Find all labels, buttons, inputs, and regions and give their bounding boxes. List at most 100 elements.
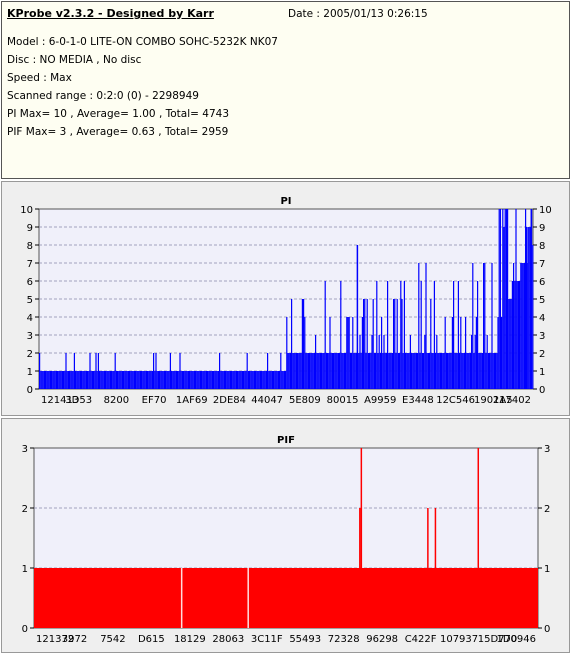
pi-bar: [106, 371, 108, 389]
pi-bar: [333, 353, 335, 389]
pi-bar: [490, 353, 492, 389]
pi-bar: [295, 353, 297, 389]
pi-bar: [395, 353, 397, 389]
pi-bar: [165, 371, 167, 389]
pi-bar: [87, 371, 89, 389]
pi-bar: [153, 353, 155, 389]
pi-bar: [467, 353, 469, 389]
pi-bar: [238, 371, 240, 389]
pi-bar: [438, 353, 440, 389]
scan-info-panel: KProbe v2.3.2 - Designed by Karr Date : …: [1, 1, 570, 179]
pi-bar: [370, 353, 372, 389]
pi-bar: [204, 371, 206, 389]
pi-bar: [267, 353, 269, 389]
pi-bar: [474, 335, 476, 389]
pif-base-bar: [34, 568, 538, 628]
x-tick-label: 28063: [212, 634, 244, 645]
pi-bar: [493, 353, 495, 389]
pi-bar: [369, 353, 371, 389]
pi-bar: [90, 371, 92, 389]
x-tick-label: 3C11F: [251, 634, 283, 645]
pi-bar: [381, 317, 383, 389]
pi-bar: [406, 353, 408, 389]
pi-bar: [377, 353, 379, 389]
pi-bar: [154, 371, 156, 389]
pi-bar: [113, 371, 115, 389]
pi-bar: [129, 371, 131, 389]
pi-bar: [213, 371, 215, 389]
pi-bar: [401, 299, 403, 389]
x-tick-label: C422F: [405, 634, 437, 645]
y-tick-label-left: 3: [22, 444, 28, 455]
scanned-range-line: Scanned range : 0:2:0 (0) - 2298949: [7, 90, 199, 102]
pi-bar: [95, 353, 97, 389]
pi-bar: [447, 353, 449, 389]
pi-bar: [292, 353, 294, 389]
pi-bar: [210, 371, 212, 389]
pi-bar: [340, 281, 342, 389]
pi-bar: [177, 371, 179, 389]
pi-bar: [521, 263, 523, 389]
pi-bar: [408, 353, 410, 389]
pi-bar: [325, 353, 327, 389]
pi-bar: [450, 353, 452, 389]
pi-bar: [257, 371, 259, 389]
y-tick-label-right: 3: [544, 444, 550, 455]
pi-bar: [216, 371, 218, 389]
pi-bar: [271, 371, 273, 389]
pi-bar: [354, 353, 356, 389]
pi-bar: [144, 371, 146, 389]
pi-bar: [516, 281, 518, 389]
pi-bar: [414, 353, 416, 389]
pif-summary-line: PIF Max= 3 , Average= 0.63 , Total= 2959: [7, 126, 229, 138]
pi-bar: [245, 371, 247, 389]
pi-bar: [348, 317, 350, 389]
pi-bar: [429, 353, 431, 389]
pi-bar: [114, 353, 116, 389]
pi-bar: [475, 317, 477, 389]
pi-bar: [193, 371, 195, 389]
pi-bar: [281, 371, 283, 389]
pi-bar: [127, 371, 129, 389]
pi-bar: [323, 353, 325, 389]
y-tick-label-left: 10: [20, 205, 33, 216]
y-tick-label-left: 4: [27, 313, 33, 324]
pi-bar: [433, 281, 435, 389]
pi-bar: [96, 371, 98, 389]
pi-bar: [468, 353, 470, 389]
y-tick-label-right: 3: [539, 331, 545, 342]
y-tick-label-right: 2: [544, 504, 550, 515]
pi-bar: [239, 371, 241, 389]
pi-bar: [489, 353, 491, 389]
pi-bar: [387, 281, 389, 389]
pi-bar: [222, 371, 224, 389]
pi-bar: [234, 371, 236, 389]
pi-bar: [189, 371, 191, 389]
pi-bar: [83, 371, 85, 389]
pi-bar: [155, 353, 157, 389]
pi-bar: [388, 353, 390, 389]
pi-bar: [55, 371, 57, 389]
pi-bar: [159, 371, 161, 389]
pi-bar: [187, 371, 189, 389]
chart-title: PI: [280, 196, 291, 207]
pi-bar: [439, 353, 441, 389]
pi-bar: [407, 353, 409, 389]
pi-bar: [130, 371, 132, 389]
y-tick-label-left: 2: [27, 349, 33, 360]
pi-bar: [179, 353, 181, 389]
pi-bar: [175, 371, 177, 389]
pi-bar: [217, 371, 219, 389]
pi-bar: [109, 371, 111, 389]
pi-bar: [510, 299, 512, 389]
pi-bar: [460, 317, 462, 389]
pi-bar: [317, 353, 319, 389]
pi-bar: [94, 371, 96, 389]
pi-bar: [312, 353, 314, 389]
x-tick-label: 121372: [36, 634, 74, 645]
pi-bar: [349, 353, 351, 389]
pi-bar: [426, 353, 428, 389]
pi-bar: [250, 371, 252, 389]
x-tick-label: 5E809: [289, 395, 321, 406]
